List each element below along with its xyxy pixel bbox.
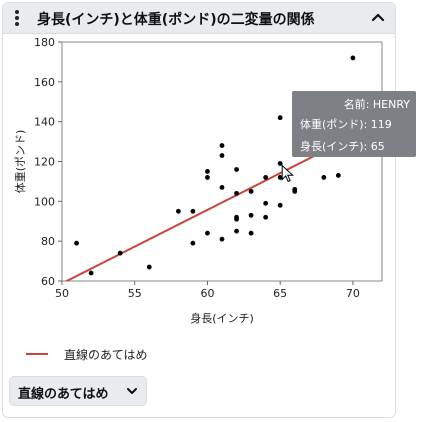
y-tick-label: 120 [34, 156, 55, 169]
tooltip-name-row: 名前: HENRY [343, 98, 410, 111]
fit-line-menu-button[interactable]: 直線のあてはめ [9, 376, 147, 406]
y-tick-label: 60 [41, 275, 55, 288]
data-point [219, 153, 225, 158]
data-point [277, 175, 283, 180]
data-point [219, 236, 225, 242]
data-point [205, 230, 210, 236]
chevron-down-icon [126, 385, 138, 401]
data-point [248, 188, 254, 194]
collapse-chevron-up-icon[interactable] [369, 9, 387, 27]
x-tick-label: 60 [200, 287, 214, 300]
data-point [190, 208, 196, 214]
y-tick-label: 180 [34, 36, 55, 49]
data-point [248, 212, 254, 218]
fit-line-menu-label: 直線のあてはめ [18, 387, 109, 402]
x-axis-label: 身長(インチ) [190, 311, 254, 325]
data-point [146, 264, 152, 270]
data-point [234, 190, 239, 196]
data-point [234, 216, 239, 222]
data-point [292, 188, 298, 194]
y-tick-label: 160 [34, 76, 55, 89]
data-point [175, 208, 181, 214]
data-point [335, 173, 341, 178]
point-tooltip: 名前: HENRY 体重(ポンド): 119 身長(インチ): 65 [292, 91, 416, 157]
tooltip-height-value: 65 [370, 140, 385, 153]
data-point [248, 230, 254, 236]
panel-header: 身長(インチ)と体重(ポンド)の二変量の関係 [3, 3, 395, 34]
data-point [350, 55, 356, 61]
legend-fit-line-swatch [26, 353, 48, 355]
tooltip-weight-label: 体重(ポンド) [300, 118, 364, 131]
data-point [190, 240, 196, 246]
x-tick-label: 65 [273, 287, 287, 300]
data-point [234, 167, 239, 172]
data-point [219, 184, 225, 190]
tooltip-height-row: 身長(インチ): 65 [300, 140, 385, 153]
data-point [205, 175, 210, 180]
y-axis-label: 体重(ポンド) [13, 130, 27, 194]
data-point [277, 115, 283, 121]
data-point [117, 250, 123, 256]
x-tick-label: 70 [346, 287, 360, 300]
y-tick-label: 140 [34, 116, 55, 129]
data-point [263, 200, 269, 206]
panel-title: 身長(インチ)と体重(ポンド)の二変量の関係 [37, 12, 315, 28]
data-point [263, 214, 269, 220]
data-point [321, 175, 327, 180]
data-point [205, 169, 210, 174]
tooltip-weight-row: 体重(ポンド): 119 [300, 118, 392, 131]
tooltip-weight-value: 119 [370, 118, 392, 131]
scatter-chart: 50 55 60 65 70 60 80 100 120 140 160 180 身長(インチ) 体重(ポ… [13, 36, 383, 325]
tooltip-name-value: HENRY [372, 98, 410, 111]
legend-fit-label: 直線のあてはめ [64, 348, 148, 362]
x-tick-label: 55 [128, 287, 142, 300]
y-tick-label: 80 [41, 235, 55, 248]
data-point [219, 143, 225, 148]
data-point [88, 270, 94, 276]
kebab-menu-icon[interactable] [14, 10, 20, 28]
data-point [74, 240, 79, 246]
data-point [234, 228, 239, 234]
tooltip-name-label: 名前 [343, 98, 366, 111]
data-point [277, 202, 283, 208]
x-tick-label: 50 [55, 287, 69, 300]
y-tick-label: 100 [34, 195, 55, 208]
plot-frame [61, 41, 383, 282]
mouse-cursor-icon [281, 164, 294, 183]
data-point [277, 161, 283, 166]
data-point [263, 175, 269, 180]
tooltip-height-label: 身長(インチ) [300, 140, 364, 153]
